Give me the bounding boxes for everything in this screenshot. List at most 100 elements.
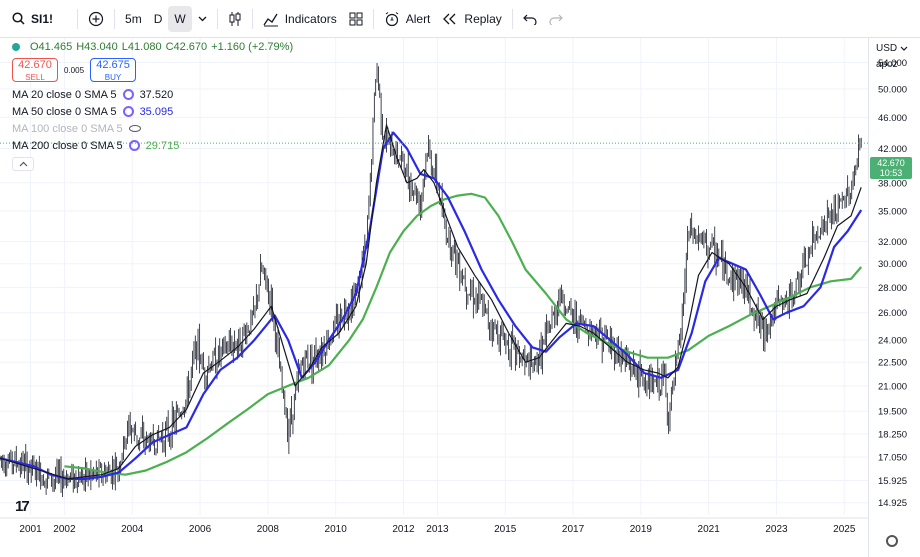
- close-value: C42.670: [165, 41, 208, 53]
- open-value: O41.465: [30, 41, 73, 53]
- ma20-line: [0, 124, 862, 480]
- interval-5m[interactable]: 5m: [125, 11, 142, 26]
- chevron-up-icon: [19, 161, 27, 167]
- chevron-down-icon: [198, 16, 207, 21]
- ma20-legend[interactable]: MA 20 close 0 SMA 5 37.520: [12, 86, 293, 103]
- y-tick-label: 22.500: [878, 358, 907, 369]
- y-tick-label: 24.000: [878, 336, 907, 347]
- chart-legend: O41.465 H43.040 L41.080 C42.670 +1.160 (…: [12, 40, 293, 154]
- tradingview-logo[interactable]: 17: [15, 498, 30, 515]
- currency-label: USD: [876, 43, 898, 54]
- x-tick-label: 2023: [765, 524, 788, 535]
- buy-price: 42.675: [96, 59, 130, 71]
- x-tick-label: 2017: [562, 524, 585, 535]
- x-tick-label: 2025: [833, 524, 856, 535]
- candles: [0, 62, 862, 498]
- sell-button[interactable]: 42.670 SELL: [12, 58, 58, 82]
- last-price-tag: 42.670 10:53: [870, 157, 912, 179]
- x-tick-label: 2006: [189, 524, 212, 535]
- refresh-icon[interactable]: [128, 140, 140, 151]
- low-value: L41.080: [121, 41, 162, 53]
- x-tick-label: 2015: [494, 524, 517, 535]
- symbol-search[interactable]: SI1!: [6, 6, 59, 32]
- alarm-clock-icon: [385, 11, 399, 26]
- undo-button[interactable]: [517, 6, 543, 32]
- redo-button[interactable]: [543, 6, 569, 32]
- ma100-label: MA 100 close 0 SMA 5: [12, 122, 123, 135]
- y-tick-label: 28.000: [878, 283, 907, 294]
- ma50-label: MA 50 close 0 SMA 5: [12, 105, 117, 118]
- y-tick-label: 54.000: [878, 58, 907, 69]
- layouts-button[interactable]: [343, 6, 369, 32]
- market-status-icon: [12, 43, 20, 51]
- y-tick-label: 19.500: [878, 407, 907, 418]
- redo-icon: [549, 14, 563, 25]
- compare-button[interactable]: [82, 6, 110, 32]
- last-price-value: 42.670: [877, 158, 905, 168]
- chart-grid: [0, 38, 868, 515]
- change-value: +1.160 (+2.79%): [211, 41, 294, 53]
- sell-price: 42.670: [18, 59, 52, 71]
- ma200-line: [64, 192, 863, 476]
- eye-off-icon[interactable]: [128, 125, 141, 132]
- currency-select[interactable]: USD: [876, 43, 908, 54]
- countdown: 10:53: [879, 168, 903, 178]
- alert-label: Alert: [405, 11, 431, 26]
- scale-mode[interactable]: apoz: [876, 59, 898, 70]
- alert-button[interactable]: Alert: [378, 6, 437, 32]
- grid-icon: [349, 12, 363, 25]
- x-tick-label: 2013: [426, 524, 449, 535]
- buy-button[interactable]: 42.675 BUY: [90, 58, 137, 82]
- high-value: H43.040: [76, 41, 118, 53]
- chart-type-button[interactable]: [222, 6, 248, 32]
- y-tick-label: 50.000: [878, 84, 907, 95]
- x-tick-label: 2019: [630, 524, 653, 535]
- replay-label: Replay: [464, 11, 502, 26]
- y-tick-label: 35.000: [878, 206, 907, 217]
- indicators-button[interactable]: Indicators: [257, 6, 343, 32]
- ma200-value: 29.715: [145, 139, 180, 152]
- search-icon: [12, 12, 25, 25]
- time-axis: 2001 2002 2004 2006 2008 2010 2012 2013 2015 2017…: [0, 517, 868, 535]
- candles-icon: [229, 11, 241, 26]
- ma50-legend[interactable]: MA 50 close 0 SMA 5 35.095: [12, 103, 293, 120]
- replay-button[interactable]: Replay: [436, 6, 507, 32]
- y-tick-label: 14.925: [878, 498, 907, 509]
- y-tick-label: 15.925: [878, 476, 907, 487]
- y-tick-label: 21.000: [878, 381, 907, 392]
- y-tick-label: 42.000: [878, 144, 907, 155]
- ma50-value: 35.095: [139, 105, 174, 118]
- symbol-name: SI1!: [31, 11, 54, 26]
- x-tick-label: 2004: [121, 524, 144, 535]
- spread-value: 0.005: [64, 65, 85, 75]
- ma200-label: MA 200 close 0 SMA 5: [12, 139, 123, 152]
- sell-label: SELL: [25, 73, 45, 82]
- y-tick-label: 18.250: [878, 429, 907, 440]
- legend-collapse-button[interactable]: [12, 157, 34, 171]
- ma20-value: 37.520: [139, 88, 174, 101]
- interval-w[interactable]: W: [168, 5, 192, 32]
- x-tick-label: 2008: [257, 524, 280, 535]
- ma100-legend[interactable]: MA 100 close 0 SMA 5: [12, 120, 293, 137]
- interval-d[interactable]: D: [153, 11, 163, 26]
- refresh-icon[interactable]: [122, 89, 134, 100]
- y-tick-label: 32.000: [878, 237, 907, 248]
- y-tick-label: 38.000: [878, 178, 907, 189]
- x-tick-label: 2002: [53, 524, 76, 535]
- refresh-icon[interactable]: [122, 106, 134, 117]
- price-axis[interactable]: 54.000 50.000 46.000 42.000 38.000 35.000 32.0…: [868, 38, 920, 557]
- interval-dropdown[interactable]: [192, 6, 213, 32]
- x-tick-label: 2010: [325, 524, 348, 535]
- top-toolbar: SI1! 5m D W Indicators Alert Replay: [0, 0, 920, 38]
- ma200-legend[interactable]: MA 200 close 0 SMA 5 29.715: [12, 137, 293, 154]
- indicators-icon: [263, 13, 278, 26]
- y-tick-label: 46.000: [878, 113, 907, 124]
- indicators-label: Indicators: [284, 11, 337, 26]
- rewind-icon: [443, 13, 456, 24]
- y-tick-label: 26.000: [878, 308, 907, 319]
- gear-icon[interactable]: [886, 535, 898, 547]
- trade-box: 42.670 SELL 0.005 42.675 BUY: [12, 58, 293, 82]
- ma20-label: MA 20 close 0 SMA 5: [12, 88, 117, 101]
- price-chart[interactable]: 2001 2002 2004 2006 2008 2010 2012 2013 2015 2017…: [0, 38, 868, 557]
- ma50-line: [0, 131, 863, 480]
